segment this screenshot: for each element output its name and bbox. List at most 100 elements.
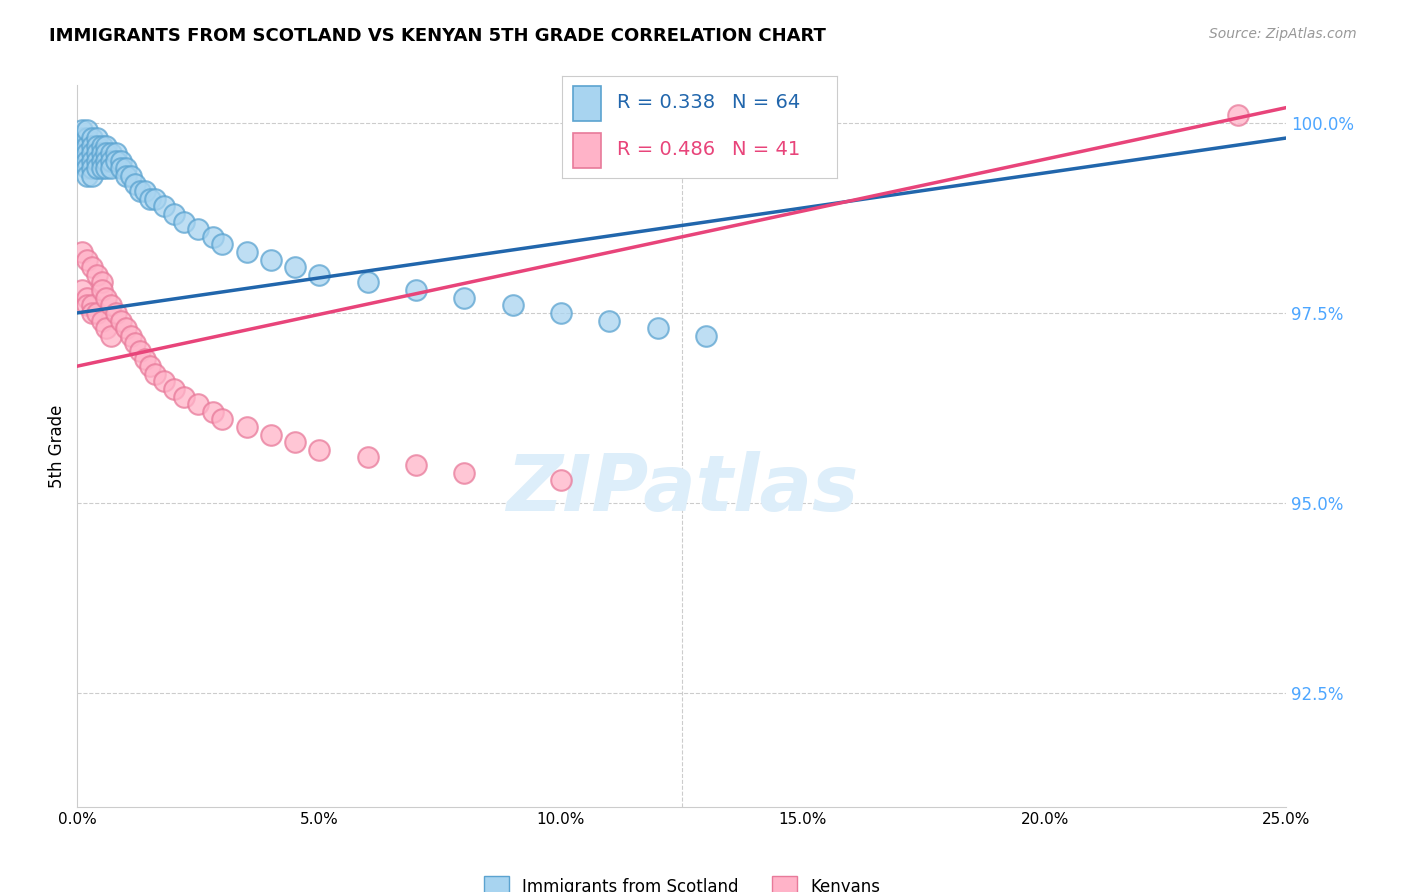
Text: Source: ZipAtlas.com: Source: ZipAtlas.com: [1209, 27, 1357, 41]
Point: [90, 313, 112, 327]
Point: [173, 390, 195, 404]
Point: [308, 442, 330, 457]
Text: N = 41: N = 41: [733, 140, 800, 159]
Point: [173, 214, 195, 228]
Point: [70, 138, 93, 153]
Point: [284, 435, 307, 450]
Point: [80, 153, 103, 168]
Point: [96, 321, 118, 335]
Point: [134, 351, 156, 366]
Point: [647, 321, 669, 335]
Point: [100, 328, 122, 343]
Point: [163, 207, 186, 221]
Point: [129, 343, 152, 358]
Point: [453, 466, 475, 480]
Point: [163, 382, 186, 396]
Point: [86, 153, 108, 168]
Point: [153, 199, 176, 213]
Point: [598, 313, 620, 327]
Point: [70, 153, 93, 168]
Point: [134, 184, 156, 198]
Point: [80, 306, 103, 320]
Point: [124, 177, 146, 191]
Point: [201, 230, 224, 244]
Point: [80, 169, 103, 183]
Legend: Immigrants from Scotland, Kenyans: Immigrants from Scotland, Kenyans: [477, 870, 887, 892]
Point: [70, 131, 93, 145]
Point: [70, 123, 93, 137]
Point: [260, 252, 283, 267]
Point: [211, 237, 233, 252]
Point: [100, 153, 122, 168]
Point: [100, 298, 122, 312]
Point: [356, 450, 378, 465]
Point: [76, 169, 98, 183]
Point: [76, 298, 98, 312]
Point: [86, 138, 108, 153]
Point: [86, 268, 108, 282]
Point: [76, 138, 98, 153]
Point: [143, 367, 166, 381]
Point: [76, 153, 98, 168]
Point: [235, 420, 257, 434]
Point: [550, 473, 572, 487]
Point: [153, 375, 176, 389]
Point: [105, 146, 128, 161]
Point: [110, 313, 132, 327]
Point: [187, 397, 209, 411]
Point: [86, 306, 108, 320]
Point: [356, 276, 378, 290]
Point: [105, 153, 128, 168]
Point: [1227, 108, 1250, 122]
Point: [76, 131, 98, 145]
Point: [80, 161, 103, 176]
Point: [76, 123, 98, 137]
Point: [139, 359, 162, 373]
Point: [502, 298, 524, 312]
Point: [695, 328, 717, 343]
Point: [96, 161, 118, 176]
Point: [284, 260, 307, 275]
Point: [187, 222, 209, 236]
Point: [90, 283, 112, 297]
Point: [100, 146, 122, 161]
Point: [76, 146, 98, 161]
Point: [100, 161, 122, 176]
Point: [76, 291, 98, 305]
Point: [90, 146, 112, 161]
Point: [110, 161, 132, 176]
Y-axis label: 5th Grade: 5th Grade: [48, 404, 66, 488]
Point: [90, 153, 112, 168]
Point: [70, 283, 93, 297]
Point: [550, 306, 572, 320]
Point: [70, 146, 93, 161]
Point: [96, 146, 118, 161]
Point: [120, 169, 142, 183]
Point: [76, 252, 98, 267]
Point: [235, 245, 257, 260]
Point: [114, 161, 136, 176]
Point: [80, 146, 103, 161]
Point: [86, 131, 108, 145]
Point: [76, 161, 98, 176]
Bar: [574, 87, 600, 121]
Point: [96, 153, 118, 168]
Point: [80, 138, 103, 153]
Point: [120, 328, 142, 343]
Point: [96, 138, 118, 153]
Point: [105, 306, 128, 320]
Point: [80, 131, 103, 145]
Point: [114, 321, 136, 335]
Point: [124, 336, 146, 351]
Point: [143, 192, 166, 206]
Point: [260, 427, 283, 442]
Point: [129, 184, 152, 198]
Text: N = 64: N = 64: [733, 93, 800, 112]
Point: [90, 161, 112, 176]
Point: [86, 146, 108, 161]
Text: ZIPatlas: ZIPatlas: [506, 451, 858, 527]
Point: [453, 291, 475, 305]
Point: [96, 291, 118, 305]
Point: [86, 161, 108, 176]
Point: [90, 276, 112, 290]
